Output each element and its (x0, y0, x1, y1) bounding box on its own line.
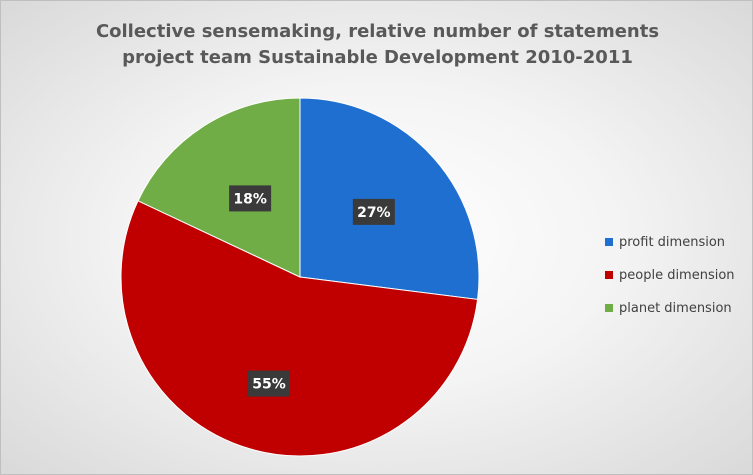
chart-title-line-2: project team Sustainable Development 201… (122, 47, 633, 68)
legend-swatch-profit (605, 238, 613, 246)
legend-swatch-people (605, 271, 613, 279)
pie-slice-people (120, 200, 479, 457)
data-label-profit: 27% (352, 198, 395, 225)
pie-slice-profit (299, 97, 480, 300)
data-label-text-profit: 27% (357, 205, 391, 221)
data-label-box-profit (352, 198, 395, 225)
data-label-box-planet (229, 185, 272, 212)
data-label-people: 55% (248, 370, 291, 397)
data-label-text-planet: 18% (233, 191, 267, 207)
pie-slice-planet (137, 97, 301, 278)
chart-title: Collective sensemaking, relative number … (1, 19, 752, 71)
legend-swatch-planet (605, 304, 613, 312)
legend-label-profit: profit dimension (619, 234, 726, 250)
data-label-box-people (248, 370, 291, 397)
legend-label-planet: planet dimension (619, 300, 732, 316)
chart-title-line-1: Collective sensemaking, relative number … (95, 21, 660, 42)
legend-item-planet: planet dimension (605, 298, 735, 318)
legend-label-people: people dimension (619, 267, 735, 283)
legend: profit dimension people dimension planet… (605, 232, 735, 331)
data-label-planet: 18% (229, 185, 272, 212)
legend-item-people: people dimension (605, 265, 735, 285)
legend-item-profit: profit dimension (605, 232, 735, 252)
data-label-text-people: 55% (252, 377, 286, 393)
